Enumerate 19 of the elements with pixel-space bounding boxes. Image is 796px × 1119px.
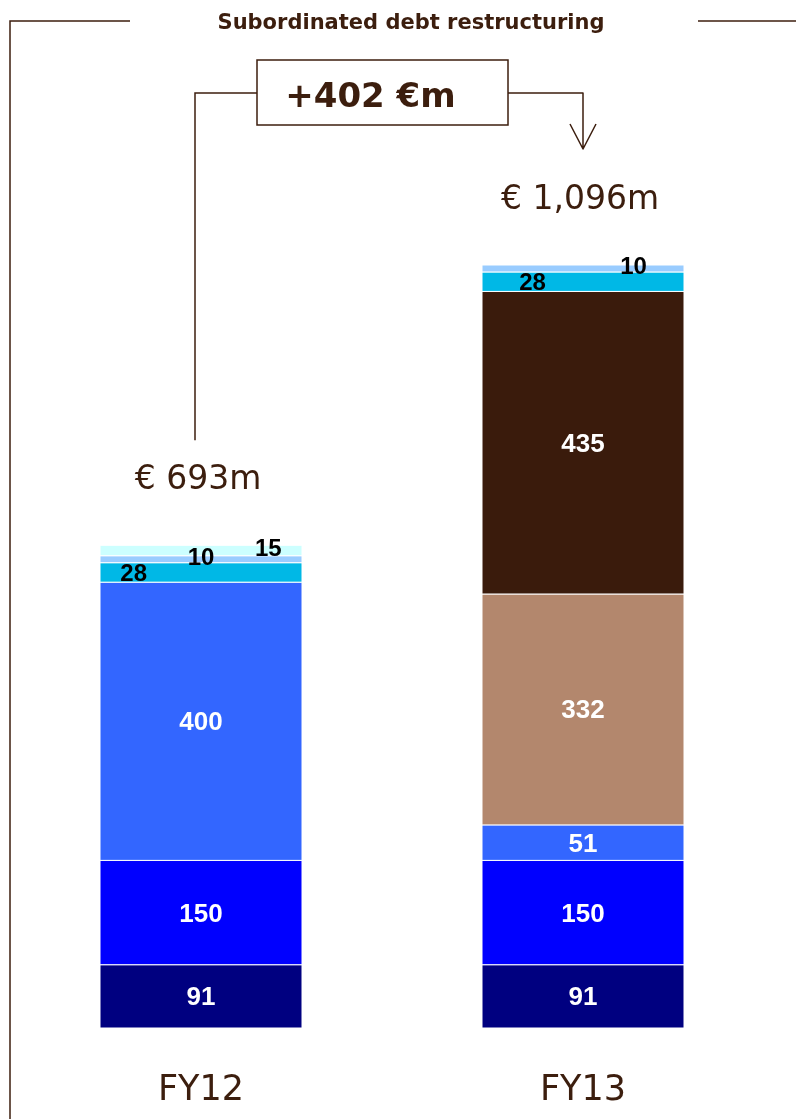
data-label: 15: [254, 534, 282, 562]
data-label: 91: [186, 981, 216, 1012]
data-label: 400: [179, 706, 223, 737]
data-label: 51: [568, 827, 598, 858]
chart-title: Subordinated debt restructuring: [217, 10, 605, 34]
data-label: 332: [561, 694, 605, 725]
data-label: 28: [120, 558, 148, 586]
x-tick-label: FY12: [157, 1068, 245, 1108]
x-tick-label: FY13: [539, 1068, 627, 1108]
data-label: 10: [187, 542, 215, 570]
data-label: 150: [179, 897, 223, 928]
data-label: 91: [568, 981, 598, 1012]
total-label: € 693m: [134, 457, 262, 497]
data-label: 10: [620, 251, 647, 279]
data-label: 150: [561, 897, 605, 928]
total-label: € 1,096m: [500, 177, 660, 217]
text: +402 €m: [285, 75, 456, 115]
data-label: 435: [561, 427, 605, 458]
data-label: 28: [519, 268, 546, 296]
